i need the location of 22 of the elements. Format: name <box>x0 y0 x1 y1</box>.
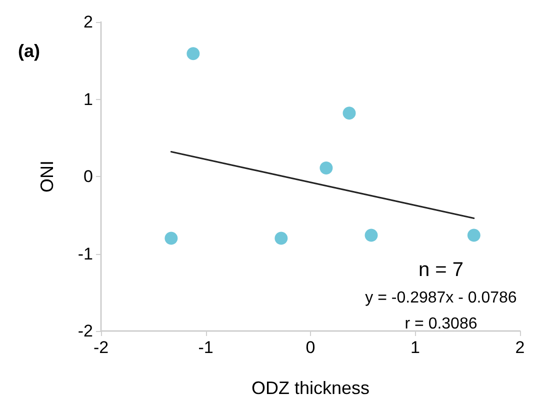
x-axis-title: ODZ thickness <box>251 378 370 398</box>
x-tick-label: 2 <box>515 338 525 357</box>
y-tick-label: 2 <box>84 12 93 32</box>
y-tick-label: 1 <box>84 90 93 109</box>
annotation: y = -0.2987x - 0.0786 <box>365 290 517 306</box>
y-tick-label: 0 <box>84 167 93 186</box>
point <box>164 232 178 245</box>
x-tick-label: 0 <box>306 338 316 357</box>
text: (a) <box>18 41 40 61</box>
point <box>274 232 288 245</box>
y-tick-label: -2 <box>78 322 93 340</box>
x-tick-label: -1 <box>198 338 214 357</box>
point <box>186 47 200 60</box>
x-tick-label: 1 <box>410 338 420 357</box>
annotation: n = 7 <box>418 259 464 281</box>
point <box>342 106 356 120</box>
point <box>320 162 333 174</box>
y-axis-title: ONI <box>37 160 57 193</box>
annotation: r = 0.3086 <box>404 316 478 332</box>
point <box>467 228 480 242</box>
point <box>364 228 378 242</box>
y-tick-label: -1 <box>78 244 93 264</box>
